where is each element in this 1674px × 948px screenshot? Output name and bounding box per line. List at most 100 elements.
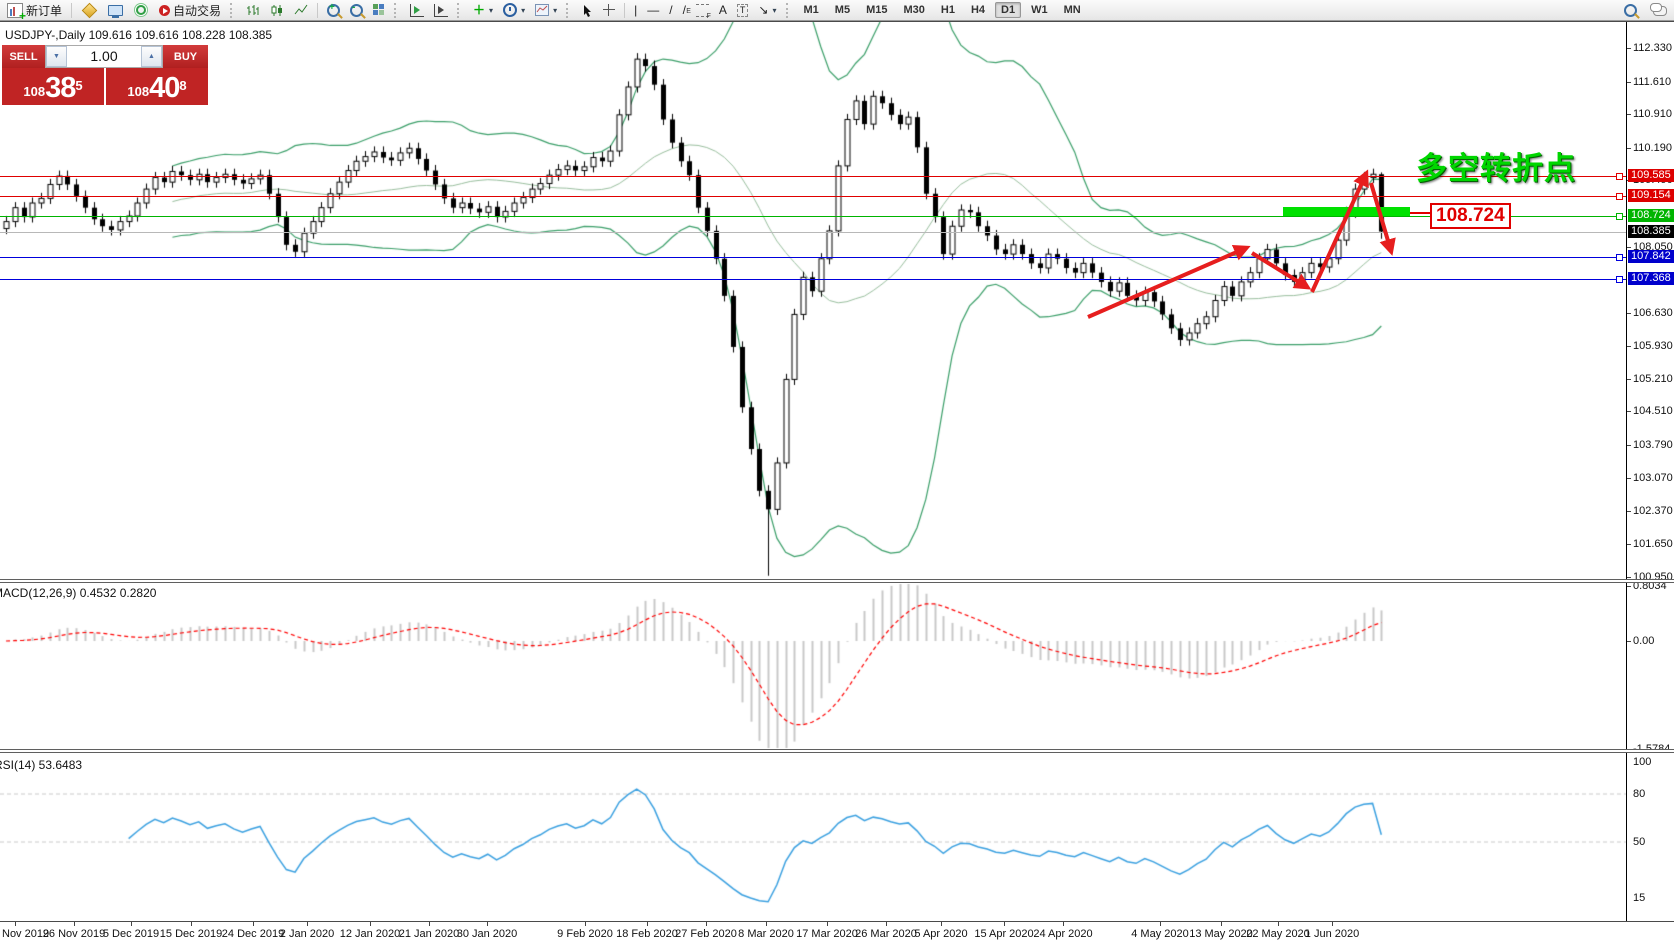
volume-decrease-button[interactable]: ▼ bbox=[46, 46, 67, 67]
zoom-in-icon: + bbox=[327, 2, 341, 17]
macd-canvas[interactable] bbox=[0, 583, 1626, 749]
axis-tick bbox=[1627, 577, 1631, 578]
timeframe-m5[interactable]: M5 bbox=[834, 4, 851, 16]
date-tick bbox=[131, 922, 132, 926]
buy-button[interactable]: BUY bbox=[163, 45, 208, 68]
rsi-scale-label: 100 bbox=[1633, 756, 1652, 768]
date-tick bbox=[1332, 922, 1333, 926]
candlestick-chart-button[interactable] bbox=[266, 2, 288, 19]
sell-button[interactable]: SELL bbox=[2, 45, 45, 68]
timeframe-w1[interactable]: W1 bbox=[1031, 4, 1048, 16]
terminal-button[interactable] bbox=[104, 2, 127, 19]
indicators-dropdown[interactable]: ＋ ▾ bbox=[469, 2, 497, 19]
vertical-line-tool[interactable]: | bbox=[630, 2, 641, 19]
sell-price[interactable]: 108 38 5 bbox=[2, 68, 104, 105]
volume-control: ▼ 1.00 ▲ bbox=[45, 45, 163, 68]
date-tick bbox=[1004, 922, 1005, 926]
date-tick-label: Nov 2019 bbox=[2, 928, 50, 940]
price-level-line[interactable] bbox=[0, 176, 1626, 177]
buy-price[interactable]: 108 40 8 bbox=[106, 68, 208, 105]
macd-scale-label: 0.00 bbox=[1633, 635, 1655, 647]
date-tick bbox=[370, 922, 371, 926]
crosshair-tool[interactable] bbox=[599, 2, 619, 19]
timeframe-mn[interactable]: MN bbox=[1063, 4, 1081, 16]
line-endpoint-marker[interactable] bbox=[1616, 254, 1623, 261]
price-level-line[interactable] bbox=[0, 232, 1626, 233]
price-level-line[interactable] bbox=[0, 196, 1626, 197]
timeframe-m1[interactable]: M1 bbox=[803, 4, 819, 16]
volume-increase-button[interactable]: ▲ bbox=[141, 46, 162, 67]
template-icon bbox=[535, 4, 550, 16]
auto-scroll-button[interactable] bbox=[406, 2, 428, 19]
price-level-line[interactable] bbox=[0, 257, 1626, 258]
rsi-scale-label: 80 bbox=[1633, 788, 1646, 800]
rsi-canvas[interactable] bbox=[0, 753, 1626, 921]
chat-button[interactable] bbox=[1649, 2, 1671, 19]
timeframe-h4[interactable]: H4 bbox=[970, 4, 985, 16]
timeframe-m30[interactable]: M30 bbox=[903, 4, 925, 16]
search-button[interactable] bbox=[1620, 2, 1641, 19]
search-icon bbox=[1624, 3, 1637, 17]
chart-shift-button[interactable] bbox=[430, 2, 452, 19]
sell-price-point: 5 bbox=[75, 78, 83, 93]
line-endpoint-marker[interactable] bbox=[1616, 213, 1623, 220]
price-axis[interactable]: 112.330111.610110.910110.190109.490108.0… bbox=[1626, 22, 1674, 921]
text-label-tool[interactable]: T bbox=[733, 2, 753, 19]
volume-value[interactable]: 1.00 bbox=[90, 48, 118, 64]
channel-tool[interactable]: / bbox=[679, 2, 692, 19]
text-tool[interactable]: A bbox=[715, 2, 731, 19]
timeframe-m15[interactable]: M15 bbox=[866, 4, 888, 16]
price-chart-canvas[interactable] bbox=[0, 22, 1626, 579]
axis-tick bbox=[1627, 478, 1631, 479]
periods-dropdown[interactable]: ▾ bbox=[499, 2, 529, 19]
rsi-scale-label: 15 bbox=[1633, 892, 1646, 904]
line-endpoint-marker[interactable] bbox=[1616, 193, 1623, 200]
line-chart-icon bbox=[294, 4, 308, 14]
price-level-line[interactable] bbox=[0, 279, 1626, 280]
cursor-tool[interactable] bbox=[578, 2, 597, 19]
price-marker-label: 108.385 bbox=[1628, 225, 1674, 238]
price-tick-label: 105.210 bbox=[1633, 373, 1673, 385]
date-tick bbox=[941, 922, 942, 926]
tile-windows-icon bbox=[373, 4, 385, 16]
tile-windows-button[interactable] bbox=[369, 2, 389, 19]
chat-icon bbox=[1650, 3, 1667, 16]
chart-shift-icon bbox=[434, 3, 449, 17]
fibonacci-tool[interactable] bbox=[692, 2, 713, 20]
signals-button[interactable] bbox=[129, 2, 153, 19]
price-level-line[interactable] bbox=[0, 216, 1626, 217]
date-tick-label: 24 Apr 2020 bbox=[1033, 928, 1093, 940]
new-order-button[interactable]: + 新订单 bbox=[3, 2, 66, 22]
dropdown-arrow-icon: ▾ bbox=[489, 5, 494, 15]
auto-trading-button[interactable]: 自动交易 bbox=[155, 2, 225, 19]
line-endpoint-marker[interactable] bbox=[1616, 276, 1623, 283]
date-axis[interactable]: Nov 2019 26 Nov 2019 5 Dec 2019 15 Dec 2019… bbox=[0, 922, 1674, 948]
line-chart-button[interactable] bbox=[290, 2, 312, 19]
trend-arrow bbox=[1310, 169, 1369, 293]
buy-price-pips: 40 bbox=[149, 72, 180, 104]
axis-tick bbox=[1627, 544, 1631, 545]
horizontal-line-tool[interactable]: — bbox=[643, 2, 663, 19]
price-marker-label: 108.724 bbox=[1628, 209, 1674, 222]
date-tick bbox=[827, 922, 828, 926]
new-chart-button[interactable] bbox=[77, 2, 102, 19]
date-tick-label: 27 Feb 2020 bbox=[675, 928, 737, 940]
bar-chart-button[interactable] bbox=[242, 2, 264, 19]
timeframe-d1[interactable]: D1 bbox=[995, 2, 1022, 18]
trendline-tool[interactable]: / bbox=[665, 2, 676, 19]
timeframe-h1[interactable]: H1 bbox=[940, 4, 955, 16]
price-tick-label: 111.610 bbox=[1633, 76, 1672, 88]
pane-separator[interactable] bbox=[0, 579, 1674, 583]
arrows-tool-dropdown[interactable]: ↘ ▾ bbox=[754, 2, 780, 19]
zoom-out-button[interactable]: - bbox=[346, 2, 367, 19]
date-tick-label: 26 Mar 2020 bbox=[855, 928, 917, 940]
one-click-trading-panel: SELL ▼ 1.00 ▲ BUY 108 38 5 108 40 8 bbox=[2, 45, 208, 105]
zoom-in-button[interactable]: + bbox=[323, 2, 344, 19]
axis-tick bbox=[1627, 114, 1631, 115]
pane-separator[interactable] bbox=[0, 749, 1674, 753]
price-tick-label: 106.630 bbox=[1633, 307, 1673, 319]
date-tick-label: 26 Nov 2019 bbox=[42, 928, 106, 940]
line-endpoint-marker[interactable] bbox=[1616, 173, 1623, 180]
templates-dropdown[interactable]: ▾ bbox=[531, 2, 561, 19]
